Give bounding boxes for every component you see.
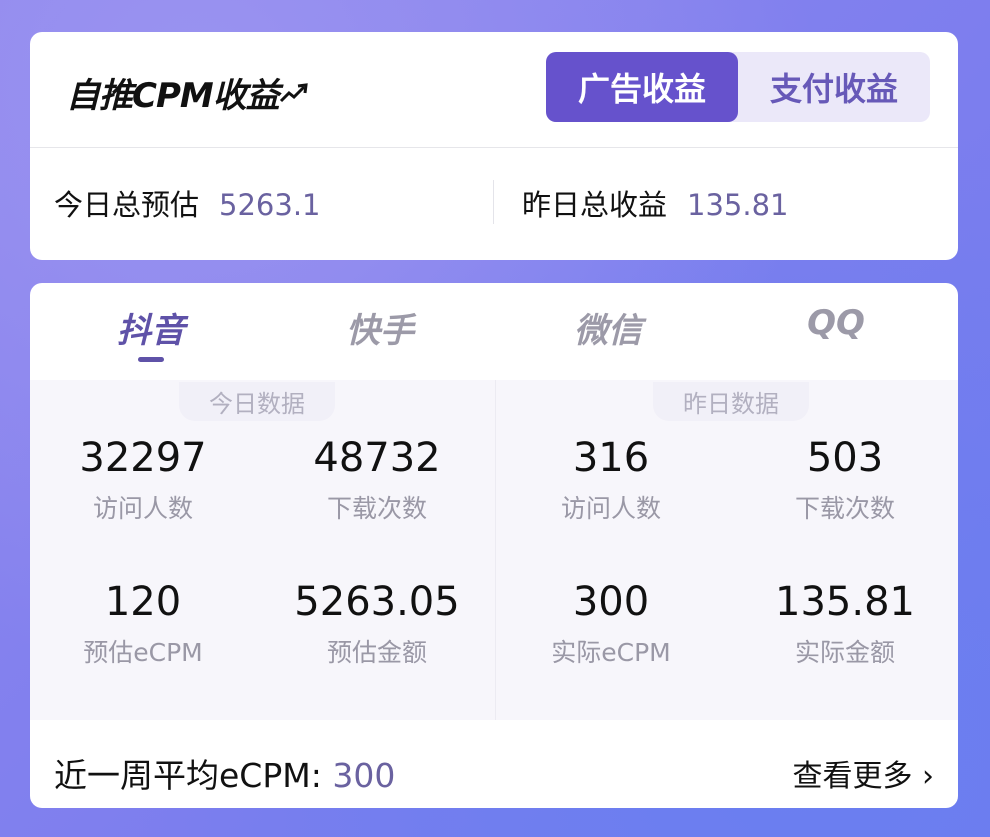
chevron-right-icon: › [922,759,934,794]
platform-stats-card: 抖音 快手 微信 QQ 今日数据 昨日数据 32297 访问人数 48732 下载次… [30,283,958,808]
today-data-heading: 今日数据 [179,382,335,421]
payment-revenue-tab[interactable]: 支付收益 [769,70,898,108]
revenue-type-toggle: 广告收益 支付收益 [546,52,930,122]
stats-panel: 今日数据 昨日数据 32297 访问人数 48732 下载次数 120 预估eCPM … [30,380,958,720]
yesterday-total-revenue: 昨日总收益 135.81 [522,188,789,222]
stat-yesterday-downloads: 503 下载次数 [794,435,896,523]
tab-qq[interactable]: QQ [807,303,865,343]
stat-today-visitors: 32297 访问人数 [79,435,207,523]
stat-today-ecpm: 120 预估eCPM [83,579,203,667]
weekly-average-ecpm: 近一周平均eCPM: 300 [54,756,396,795]
yesterday-data-heading: 昨日数据 [653,382,809,421]
divider [495,380,496,720]
stat-yesterday-ecpm: 300 实际eCPM [551,579,671,667]
ad-revenue-tab[interactable]: 广告收益 [546,52,738,122]
stat-today-amount: 5263.05 预估金额 [294,579,460,667]
stat-today-downloads: 48732 下载次数 [313,435,441,523]
revenue-summary-card: 自推CPM收益 广告收益 支付收益 今日总预估 5263.1 昨日总收益 135.8… [30,32,958,260]
divider [493,180,494,224]
platform-tabs: 抖音 快手 微信 QQ [30,283,958,380]
divider [30,147,958,148]
stat-yesterday-visitors: 316 访问人数 [560,435,662,523]
stat-yesterday-amount: 135.81 实际金额 [775,579,915,667]
view-more-link[interactable]: 查看更多 › [792,759,934,794]
page-title: 自推CPM收益 [66,68,309,117]
today-total-estimate: 今日总预估 5263.1 [54,188,321,222]
tab-douyin[interactable]: 抖音 [117,311,185,351]
active-tab-indicator [138,357,164,362]
tab-wechat[interactable]: 微信 [574,311,642,351]
tab-kuaishou[interactable]: 快手 [346,311,414,351]
trend-up-arrow-icon [279,82,308,102]
